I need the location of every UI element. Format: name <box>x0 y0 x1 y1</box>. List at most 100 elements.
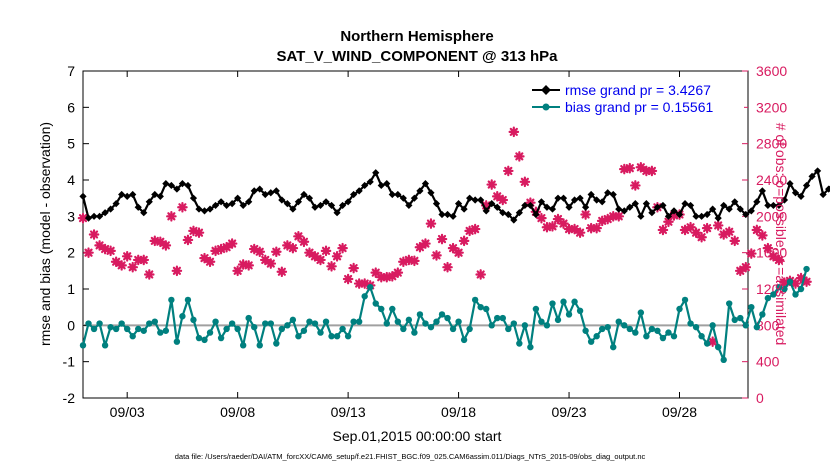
bias-point <box>521 322 529 329</box>
y-tick-label-right: 2000 <box>756 208 787 224</box>
bias-point <box>582 327 589 334</box>
chart-subtitle: SAT_V_WIND_COMPONENT @ 313 hPa <box>276 48 558 65</box>
bias-point <box>378 305 385 313</box>
obs-assimilated-point <box>226 238 238 249</box>
rmse-point <box>593 196 601 204</box>
rmse-point <box>438 210 446 219</box>
obs-assimilated-point <box>105 245 116 257</box>
rmse-point <box>515 209 523 217</box>
rmse-point <box>753 198 761 206</box>
obs-assimilated-point <box>282 240 293 251</box>
rmse-point <box>521 201 529 210</box>
bias-point <box>665 329 672 336</box>
rmse-point <box>394 190 402 199</box>
rmse-point <box>780 196 789 204</box>
bias-point <box>427 323 435 331</box>
obs-assimilated-point <box>569 223 580 235</box>
rmse-point <box>764 201 772 210</box>
rmse-point <box>570 196 579 204</box>
bias-point <box>107 323 114 331</box>
rmse-point <box>377 181 385 190</box>
y-tick-label-left: 6 <box>67 99 75 115</box>
obs-assimilated-point <box>508 126 520 138</box>
legend-bias-marker <box>542 103 550 111</box>
obs-assimilated-point <box>248 243 260 255</box>
rmse-point <box>184 181 192 190</box>
rmse-point <box>698 212 706 220</box>
obs-assimilated-point <box>398 256 409 268</box>
bias-point <box>416 311 424 318</box>
obs-assimilated-point <box>464 225 475 237</box>
obs-assimilated-point <box>641 165 652 177</box>
bias-point <box>129 333 136 340</box>
bias-point <box>643 333 650 340</box>
bias-point <box>267 320 274 327</box>
rmse-point <box>327 201 336 210</box>
bias-point <box>615 318 622 325</box>
bias-point <box>737 314 744 322</box>
obs-assimilated-point <box>657 224 669 236</box>
y-tick-label-left: -1 <box>63 354 76 370</box>
bias-point <box>714 343 722 351</box>
bias-point <box>146 320 153 327</box>
rmse-point <box>637 212 645 220</box>
bias-point <box>228 320 236 327</box>
rmse-point <box>101 209 109 217</box>
rmse-point <box>344 198 352 206</box>
bias-point <box>770 291 777 298</box>
rmse-point <box>620 207 628 215</box>
obs-assimilated-point <box>425 218 437 229</box>
bias-point <box>295 333 302 340</box>
obs-assimilated-point <box>779 277 790 288</box>
bias-point <box>389 305 396 313</box>
bias-point <box>742 322 749 329</box>
rmse-point <box>162 180 170 188</box>
bias-point <box>560 298 567 305</box>
bias-point <box>135 325 142 333</box>
rmse-point <box>189 194 198 202</box>
bias-point <box>90 325 98 333</box>
bias-point <box>648 325 656 333</box>
rmse-point <box>90 212 98 220</box>
rmse-point <box>145 198 153 206</box>
bias-point <box>223 325 230 333</box>
bias-point <box>759 311 766 318</box>
obs-assimilated-point <box>502 165 514 177</box>
obs-assimilated-point <box>221 241 232 253</box>
obs-assimilated-point <box>685 221 696 233</box>
bias-point <box>118 320 125 327</box>
bias-point <box>676 305 683 313</box>
obs-assimilated-point <box>370 267 382 278</box>
y-tick-label-right: 3600 <box>756 63 787 79</box>
rmse-point <box>626 203 634 211</box>
x-tick-label: 09/13 <box>331 404 366 420</box>
bias-point <box>201 336 208 344</box>
rmse-point <box>703 210 711 219</box>
rmse-point <box>526 201 534 210</box>
rmse-point <box>228 200 236 208</box>
bias-point <box>604 323 611 331</box>
obs-assimilated-point <box>326 260 337 272</box>
obs-assimilated-point <box>679 224 691 236</box>
obs-assimilated-point <box>193 227 205 238</box>
rmse-point <box>598 198 606 206</box>
bias-point <box>184 296 192 304</box>
obs-assimilated-point <box>635 161 647 173</box>
rmse-point <box>211 201 220 210</box>
y-tick-label-right: 400 <box>756 354 780 370</box>
obs-assimilated-point <box>132 254 144 266</box>
obs-assimilated-point <box>723 226 735 238</box>
bias-point <box>173 338 181 345</box>
obs-assimilated-point <box>320 245 332 257</box>
obs-assimilated-point <box>773 254 785 266</box>
legend: rmse grand pr = 3.4267 bias grand pr = 0… <box>528 79 744 121</box>
obs-assimilated-point <box>166 211 177 222</box>
y-tick-label-left: 3 <box>67 208 75 224</box>
rmse-point <box>399 194 407 202</box>
bias-point <box>626 325 634 333</box>
obs-assimilated-point <box>99 243 111 255</box>
rmse-point <box>239 201 247 210</box>
rmse-point <box>432 200 441 208</box>
rmse-point <box>134 203 142 211</box>
obs-assimilated-point <box>204 256 216 268</box>
